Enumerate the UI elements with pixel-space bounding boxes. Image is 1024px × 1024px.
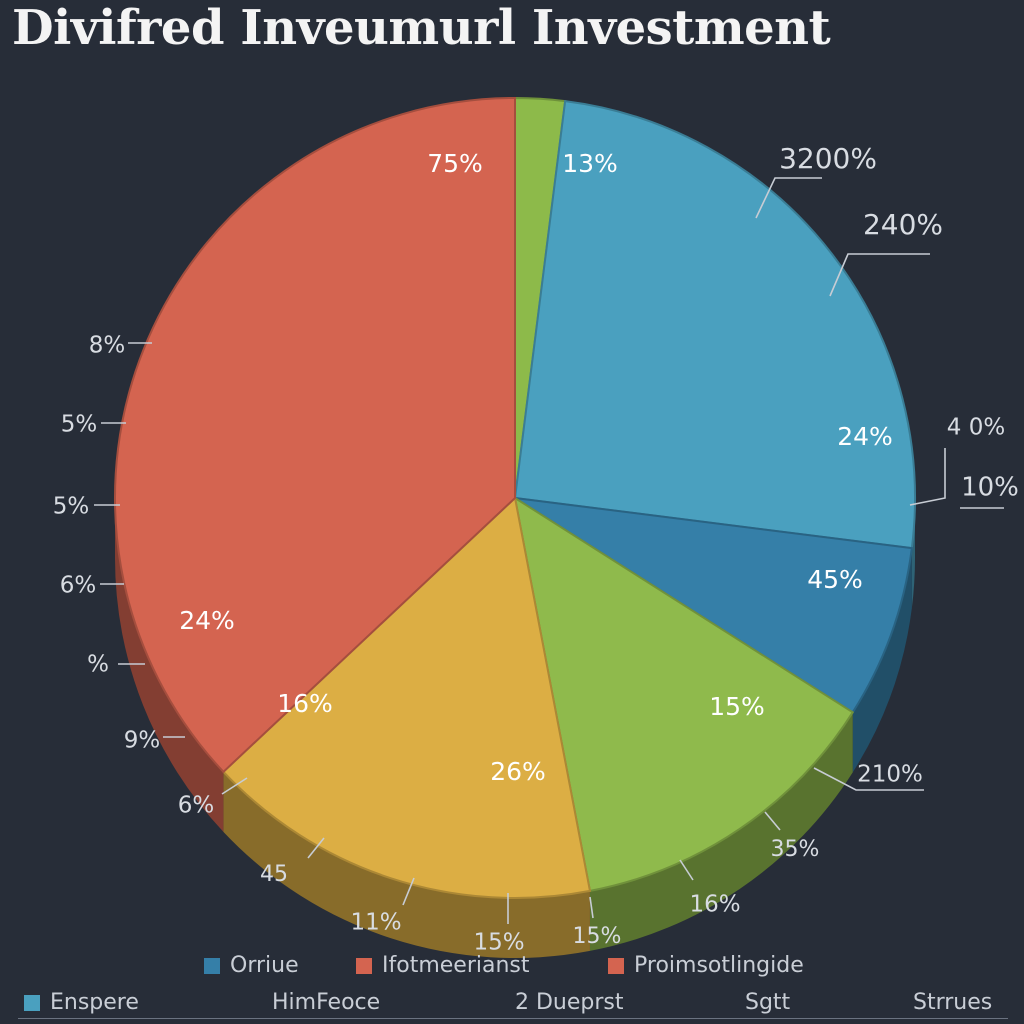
- outer-label-2: 4 0%: [947, 415, 1005, 441]
- legend-label: Orriue: [230, 953, 299, 978]
- legend-label: Enspere: [50, 990, 139, 1015]
- slice-label-2: 24%: [837, 422, 893, 451]
- leader-line-9: [402, 877, 415, 906]
- legend-item: Orriue: [204, 953, 299, 978]
- outer-label-5: 35%: [771, 837, 820, 862]
- leader-line-10: [307, 837, 325, 859]
- legend-label: Ifotmeerianst: [382, 953, 530, 978]
- outer-label-1: 240%: [863, 208, 943, 241]
- legend-item: Enspere: [24, 990, 139, 1015]
- outer-label-7: 15%: [573, 924, 622, 949]
- pie-slice-side-5: [115, 498, 224, 832]
- legend-item: Proimsotlingide: [608, 953, 804, 978]
- legend-item: Sgtt: [745, 990, 790, 1015]
- legend-label: HimFeoce: [272, 990, 381, 1015]
- slice-label-3: 45%: [807, 565, 863, 594]
- outer-label-12: 9%: [124, 728, 161, 754]
- leader-line-1: [829, 253, 930, 297]
- legend-swatch: [608, 957, 624, 974]
- legend-label: 2 Dueprst: [515, 990, 624, 1015]
- legend-swatch: [356, 957, 372, 974]
- pie-slice-side-2: [852, 548, 912, 773]
- outer-label-8: 15%: [473, 930, 524, 956]
- legend-swatch: [24, 994, 40, 1011]
- leader-line-5: [764, 811, 781, 831]
- outer-label-3: 10%: [961, 473, 1019, 503]
- leader-line-2: [909, 448, 946, 506]
- leader-line-11: [221, 777, 248, 795]
- pie-slice-4: [221, 496, 592, 899]
- legend-label: Proimsotlingide: [634, 953, 804, 978]
- outer-label-4: 210%: [857, 762, 923, 788]
- outer-label-15: 5%: [53, 494, 90, 520]
- pie-slice-3: [513, 495, 855, 893]
- chart-title: Divifred Inveumurl Investment: [12, 0, 831, 56]
- outer-label-6: 16%: [689, 892, 740, 918]
- slice-label-1: 13%: [562, 149, 618, 178]
- slice-label-5: 26%: [490, 757, 546, 786]
- pie-slice-side-3: [589, 712, 853, 951]
- outer-label-17: 8%: [89, 333, 126, 359]
- outer-label-10: 45: [260, 862, 288, 887]
- outer-label-14: 6%: [60, 573, 97, 599]
- legend-label: Sgtt: [745, 990, 791, 1015]
- slice-label-7: 24%: [179, 606, 235, 635]
- baseline-divider: [18, 1018, 1008, 1019]
- pie-slice-5: [114, 96, 516, 774]
- legend-item: Strrues: [913, 990, 992, 1015]
- legend-item: HimFeoce: [272, 990, 380, 1015]
- outer-label-11: 6%: [178, 793, 215, 819]
- outer-label-0: 3200%: [779, 142, 877, 175]
- leader-line-0: [755, 177, 822, 219]
- pie-slice-1: [513, 100, 916, 550]
- leader-line-7: [589, 896, 594, 919]
- legend-item: Ifotmeerianst: [356, 953, 530, 978]
- legend-swatch: [204, 957, 220, 974]
- slice-label-0: 75%: [427, 149, 483, 178]
- pie-slice-2: [514, 497, 913, 714]
- outer-label-9: 11%: [350, 910, 401, 936]
- slice-label-6: 16%: [277, 689, 333, 718]
- legend-label: Strrues: [913, 990, 993, 1015]
- leader-line-4: [813, 767, 924, 791]
- outer-label-16: 5%: [61, 412, 98, 438]
- pie-slice-side-4: [223, 771, 590, 958]
- legend-item: 2 Dueprst: [515, 990, 624, 1015]
- outer-label-13: %: [87, 652, 109, 678]
- slice-label-4: 15%: [709, 692, 765, 721]
- leader-line-6: [679, 859, 694, 881]
